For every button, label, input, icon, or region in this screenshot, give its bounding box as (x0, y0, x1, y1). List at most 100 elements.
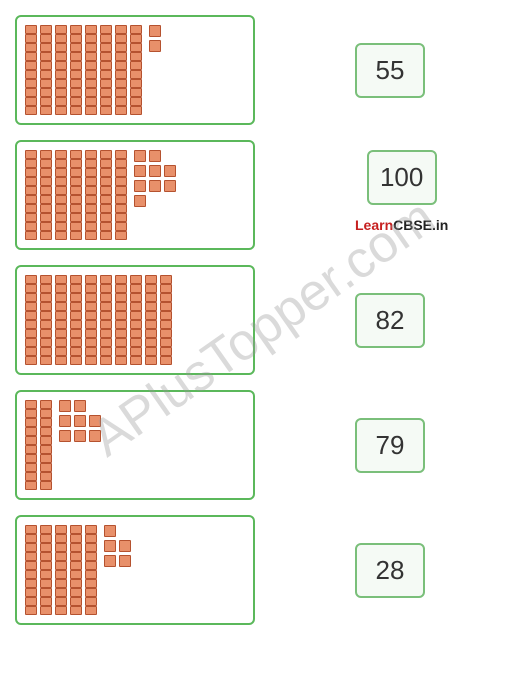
unit-block (130, 52, 142, 61)
unit-block (115, 159, 127, 168)
ten-rod (100, 275, 112, 365)
unit-block (70, 525, 82, 534)
unit-block (130, 79, 142, 88)
number-box: 79 (355, 418, 425, 473)
unit-block (25, 213, 37, 222)
unit-block (100, 159, 112, 168)
unit-block (104, 555, 116, 567)
unit-block (70, 534, 82, 543)
ones-row (134, 195, 176, 207)
unit-block (55, 177, 67, 186)
unit-block (25, 320, 37, 329)
unit-block (55, 597, 67, 606)
unit-block (100, 222, 112, 231)
ten-rod (70, 150, 82, 240)
unit-block (40, 204, 52, 213)
unit-block (85, 275, 97, 284)
unit-block (55, 356, 67, 365)
unit-block (100, 231, 112, 240)
unit-block (55, 561, 67, 570)
unit-block (40, 302, 52, 311)
unit-block (25, 275, 37, 284)
unit-block (149, 40, 161, 52)
unit-block (25, 302, 37, 311)
unit-block (85, 606, 97, 615)
unit-block (160, 356, 172, 365)
unit-block (160, 338, 172, 347)
unit-block (115, 61, 127, 70)
unit-block (85, 302, 97, 311)
unit-block (100, 97, 112, 106)
unit-block (40, 606, 52, 615)
unit-block (85, 34, 97, 43)
unit-block (160, 302, 172, 311)
unit-block (55, 25, 67, 34)
ones-row (149, 40, 161, 52)
unit-block (40, 43, 52, 52)
unit-block (55, 579, 67, 588)
unit-block (100, 70, 112, 79)
unit-block (70, 329, 82, 338)
unit-block (134, 150, 146, 162)
worksheet-container: 55100LearnCBSE.in827928 (15, 15, 511, 625)
unit-block (25, 579, 37, 588)
unit-block (100, 34, 112, 43)
ten-rod (100, 150, 112, 240)
unit-block (85, 552, 97, 561)
unit-block (70, 606, 82, 615)
ones-row (134, 180, 176, 192)
unit-block (40, 561, 52, 570)
unit-block (100, 320, 112, 329)
ones-row (59, 415, 101, 427)
right-column: 79 (355, 418, 425, 473)
unit-block (104, 540, 116, 552)
unit-block (25, 159, 37, 168)
right-column: 100LearnCBSE.in (355, 150, 448, 241)
unit-block (40, 338, 52, 347)
unit-block (115, 34, 127, 43)
number-box: 28 (355, 543, 425, 598)
unit-block (160, 311, 172, 320)
unit-block (25, 79, 37, 88)
unit-block (25, 52, 37, 61)
unit-block (55, 159, 67, 168)
unit-block (115, 284, 127, 293)
unit-block (40, 552, 52, 561)
unit-block (134, 165, 146, 177)
unit-block (40, 79, 52, 88)
unit-block (85, 222, 97, 231)
unit-block (25, 606, 37, 615)
logo-learn: Learn (355, 217, 393, 233)
unit-block (25, 338, 37, 347)
unit-block (74, 400, 86, 412)
unit-block (55, 97, 67, 106)
ten-rod (85, 25, 97, 115)
unit-block (85, 106, 97, 115)
ten-rod (85, 275, 97, 365)
unit-block (70, 284, 82, 293)
unit-block (59, 430, 71, 442)
unit-block (130, 302, 142, 311)
unit-block (115, 213, 127, 222)
unit-block (115, 106, 127, 115)
unit-block (25, 284, 37, 293)
unit-block (25, 186, 37, 195)
ten-rod (70, 525, 82, 615)
unit-block (70, 356, 82, 365)
unit-block (40, 159, 52, 168)
unit-block (115, 177, 127, 186)
unit-block (130, 88, 142, 97)
unit-block (55, 43, 67, 52)
unit-block (115, 150, 127, 159)
unit-block (70, 195, 82, 204)
unit-block (130, 97, 142, 106)
unit-block (59, 415, 71, 427)
unit-block (40, 70, 52, 79)
unit-block (40, 329, 52, 338)
unit-block (70, 43, 82, 52)
unit-block (85, 25, 97, 34)
unit-block (55, 552, 67, 561)
unit-block (25, 472, 37, 481)
unit-block (55, 302, 67, 311)
unit-block (130, 320, 142, 329)
